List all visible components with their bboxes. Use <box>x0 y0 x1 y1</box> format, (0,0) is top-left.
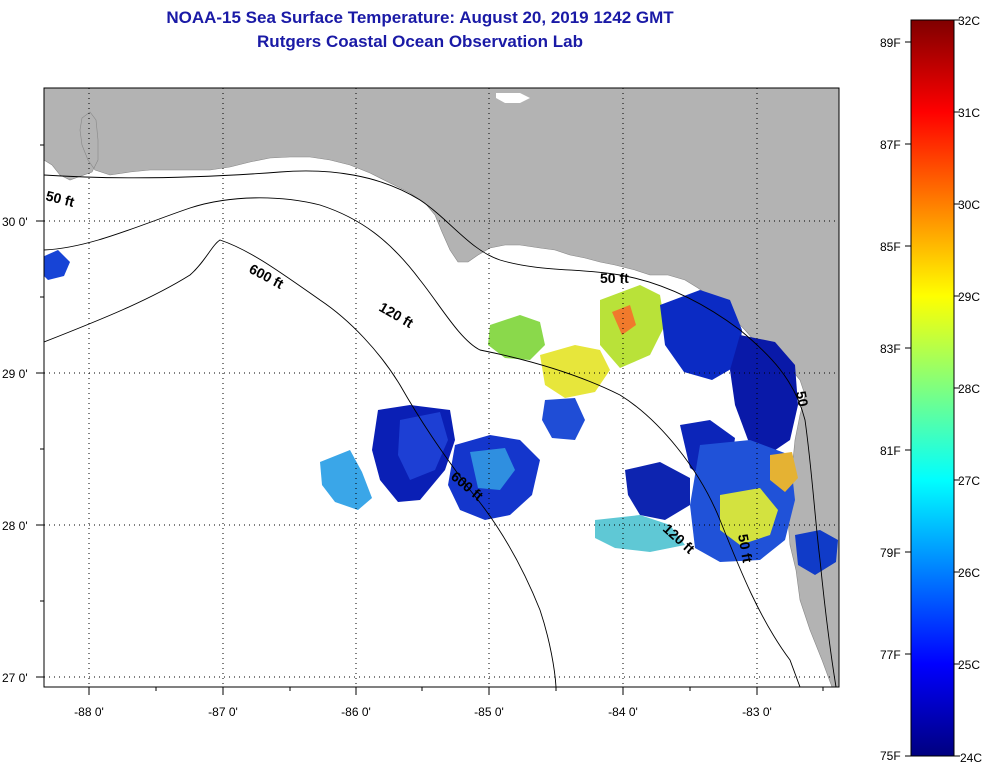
lat-axis-labels: 30 0' 29 0' 28 0' 27 0' <box>2 215 28 685</box>
lat-label: 28 0' <box>2 519 28 533</box>
contour-label: 50 <box>793 390 811 408</box>
lake <box>496 93 530 103</box>
contour-label: 50 ft <box>44 187 76 210</box>
fahrenheit-label: 89F <box>880 36 901 50</box>
lat-label: 29 0' <box>2 367 28 381</box>
celsius-label: 24C <box>960 751 982 765</box>
fahrenheit-label: 85F <box>880 240 901 254</box>
colorbar-celsius-labels: 32C 31C 30C 29C 28C 27C 26C 25C 24C <box>958 14 982 765</box>
lon-label: -88 0' <box>74 705 104 719</box>
color-bar <box>910 19 955 757</box>
celsius-label: 25C <box>958 658 980 672</box>
map-subtitle: Rutgers Coastal Ocean Observation Lab <box>257 32 583 51</box>
land-mass <box>44 88 839 687</box>
celsius-label: 26C <box>958 566 980 580</box>
fahrenheit-label: 75F <box>880 749 901 763</box>
bathymetry-contours <box>44 170 837 687</box>
map-frame <box>43 87 840 688</box>
lon-label: -87 0' <box>208 705 238 719</box>
celsius-label: 30C <box>958 198 980 212</box>
color-bar-ticks <box>905 19 960 757</box>
lon-label: -84 0' <box>608 705 638 719</box>
lon-axis-labels: -88 0' -87 0' -86 0' -85 0' -84 0' -83 0… <box>74 705 772 719</box>
contour-label: 50 ft <box>735 533 756 564</box>
map-title: NOAA-15 Sea Surface Temperature: August … <box>166 8 674 27</box>
celsius-label: 29C <box>958 290 980 304</box>
contour-label: 50 ft <box>600 270 629 286</box>
lon-label: -86 0' <box>341 705 371 719</box>
celsius-label: 27C <box>958 474 980 488</box>
map-ticks <box>36 144 824 695</box>
fahrenheit-label: 83F <box>880 342 901 356</box>
lon-label: -83 0' <box>742 705 772 719</box>
colorbar-fahrenheit-labels: 89F 87F 85F 83F 81F 79F 77F 75F <box>880 36 901 763</box>
fahrenheit-label: 87F <box>880 138 901 152</box>
sst-patches <box>44 250 838 575</box>
lat-label: 27 0' <box>2 671 28 685</box>
fahrenheit-label: 79F <box>880 546 901 560</box>
fahrenheit-label: 77F <box>880 648 901 662</box>
celsius-label: 31C <box>958 106 980 120</box>
celsius-label: 28C <box>958 382 980 396</box>
lat-label: 30 0' <box>2 215 28 229</box>
fahrenheit-label: 81F <box>880 444 901 458</box>
celsius-label: 32C <box>958 14 980 28</box>
lon-label: -85 0' <box>474 705 504 719</box>
